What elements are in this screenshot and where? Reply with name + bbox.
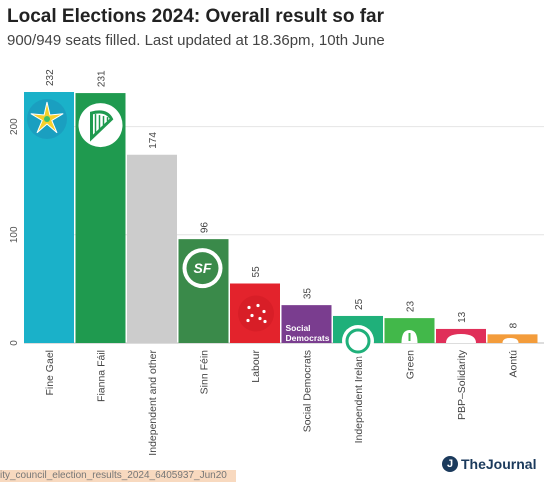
data-label-fine-gael: 232 (45, 69, 56, 86)
chart-title: Local Elections 2024: Overall result so … (7, 6, 384, 27)
star-dot (250, 313, 254, 318)
star-dot (263, 319, 267, 324)
green-logo-icon (401, 330, 418, 343)
logo-circle (78, 103, 123, 148)
pbp-logo-icon (446, 334, 476, 343)
harp-frame (90, 110, 114, 142)
x-tick-label-fine-gael: Fine Gael (44, 350, 56, 396)
harp-logo-icon (78, 103, 123, 148)
aontu-logo-icon (502, 338, 519, 343)
y-tick-label: 100 (9, 226, 20, 243)
x-tick-label-independent-ireland: Independent Ireland (353, 350, 365, 444)
brand-logo: J TheJournal (442, 456, 536, 472)
star-center (44, 116, 50, 122)
star-logo-icon (27, 99, 67, 139)
data-label-fianna-fail: 231 (97, 70, 108, 87)
sf-logo-icon: SF (182, 248, 223, 289)
star-dot (256, 303, 260, 308)
data-label-sinn-fein: 96 (200, 222, 211, 234)
logo-word-2: Democrats (286, 333, 330, 343)
y-tick-label: 0 (9, 340, 20, 346)
bar-independent-and-other (127, 154, 177, 343)
star-dot (262, 309, 266, 314)
bar-social-democrats (281, 305, 332, 343)
logo-half-circle (502, 338, 519, 343)
star-dot (247, 305, 251, 310)
independent-ireland-logo-icon (342, 325, 374, 357)
logo-inner (186, 252, 219, 285)
data-label-independent-ireland: 25 (354, 298, 365, 310)
data-label-pbp-solidarity: 13 (457, 311, 468, 323)
x-tick-label-fianna-fail: Fianna Fáil (96, 350, 108, 402)
data-label-labour: 55 (251, 266, 262, 278)
data-label-aontu: 8 (509, 322, 520, 328)
chart-subtitle: 900/949 seats filled. Last updated at 18… (7, 32, 385, 49)
thejournal-icon: J (442, 456, 458, 472)
data-label-social-democrats: 35 (303, 288, 314, 300)
x-tick-label-pbp-solidarity: PBP–Solidarity (456, 349, 468, 420)
star-dot (246, 318, 250, 323)
sf-text: SF (194, 260, 212, 276)
source-caption: ity_council_election_results_2024_640593… (0, 470, 236, 482)
star-dot (258, 316, 262, 321)
rose-stars-logo-icon (238, 295, 274, 332)
logo-half-circle (446, 334, 476, 343)
x-tick-label-social-democrats: Social Democrats (302, 350, 314, 432)
logo-circle (238, 295, 274, 332)
brand-name: TheJournal (461, 456, 537, 472)
x-tick-label-sinn-fein: Sinn Féin (199, 350, 211, 395)
data-label-green: 23 (406, 301, 417, 313)
logo-ring (345, 328, 371, 354)
data-label-independent-and-other: 174 (148, 132, 159, 149)
logo-word-1: Social (286, 323, 311, 333)
x-tick-label-labour: Labour (250, 350, 262, 383)
x-tick-label-independent-and-other: Independent and other (147, 350, 159, 456)
y-tick-label: 200 (9, 118, 20, 135)
x-tick-label-aontu: Aontú (508, 350, 520, 378)
x-tick-label-green: Green (405, 350, 417, 379)
